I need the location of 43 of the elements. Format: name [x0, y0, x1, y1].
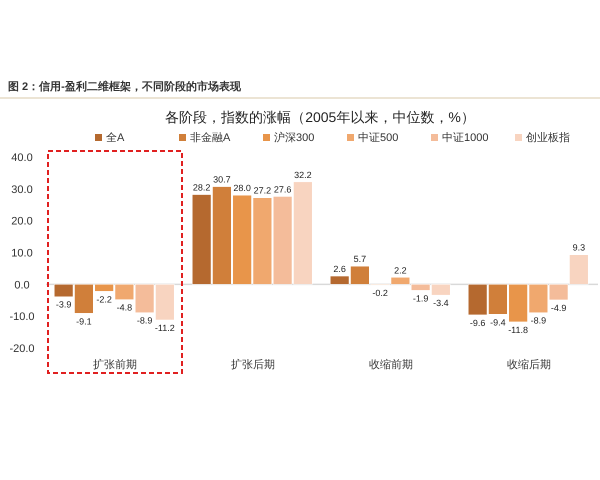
data-label: 2.6 — [333, 264, 346, 274]
data-label: -2.2 — [96, 294, 112, 304]
data-label: 27.2 — [254, 186, 272, 196]
data-label: -4.9 — [550, 302, 566, 313]
data-label: 27.6 — [274, 184, 292, 194]
y-tick-label: 30.0 — [11, 184, 33, 196]
x-tick-label: 收缩后期 — [507, 358, 551, 371]
y-tick-label: 40.0 — [11, 152, 33, 164]
caption: 图 2：信用-盈利二维框架，不同阶段的市场表现 — [8, 80, 242, 93]
data-label: 28.0 — [233, 183, 251, 194]
data-label: -9.1 — [76, 316, 92, 326]
data-label: 28.2 — [192, 182, 210, 193]
data-label: 5.7 — [354, 254, 366, 264]
y-tick-label: 20.0 — [11, 216, 33, 228]
x-tick-label: 扩张后期 — [231, 358, 275, 371]
legend-label: 创业板指 — [526, 131, 570, 144]
legend-label: 全A — [106, 132, 125, 144]
data-label: 2.2 — [394, 265, 407, 276]
data-label: -9.6 — [470, 318, 486, 328]
data-label: -3.4 — [433, 298, 449, 308]
data-label: -11.8 — [508, 324, 528, 335]
y-tick-label: 0.0 — [14, 279, 30, 292]
chart-title: 各阶段，指数的涨幅（2005年以来，中位数，%） — [165, 109, 475, 125]
y-tick-label: 10.0 — [11, 248, 33, 260]
data-label: -11.2 — [154, 322, 175, 333]
y-tick-label: -10.0 — [9, 311, 35, 324]
data-label: -4.8 — [116, 302, 132, 313]
data-label: -9.4 — [490, 317, 506, 328]
legend-label: 中证500 — [358, 131, 398, 144]
y-tick-label: -20.0 — [9, 343, 35, 355]
x-tick-label: 扩张前期 — [93, 358, 137, 371]
data-label: 32.2 — [294, 170, 312, 180]
data-label: -3.9 — [56, 300, 72, 310]
data-label: -1.9 — [412, 293, 428, 304]
legend-label: 中证1000 — [442, 131, 488, 144]
x-tick-label: 收缩前期 — [369, 358, 413, 371]
data-label: 30.7 — [213, 174, 231, 185]
data-label: 9.3 — [572, 242, 586, 253]
data-label: -8.9 — [530, 316, 546, 326]
data-label: -0.2 — [372, 288, 388, 298]
data-label: -8.9 — [136, 316, 152, 326]
legend-label: 沪深300 — [274, 131, 314, 144]
legend-label: 非金融A — [190, 131, 231, 144]
